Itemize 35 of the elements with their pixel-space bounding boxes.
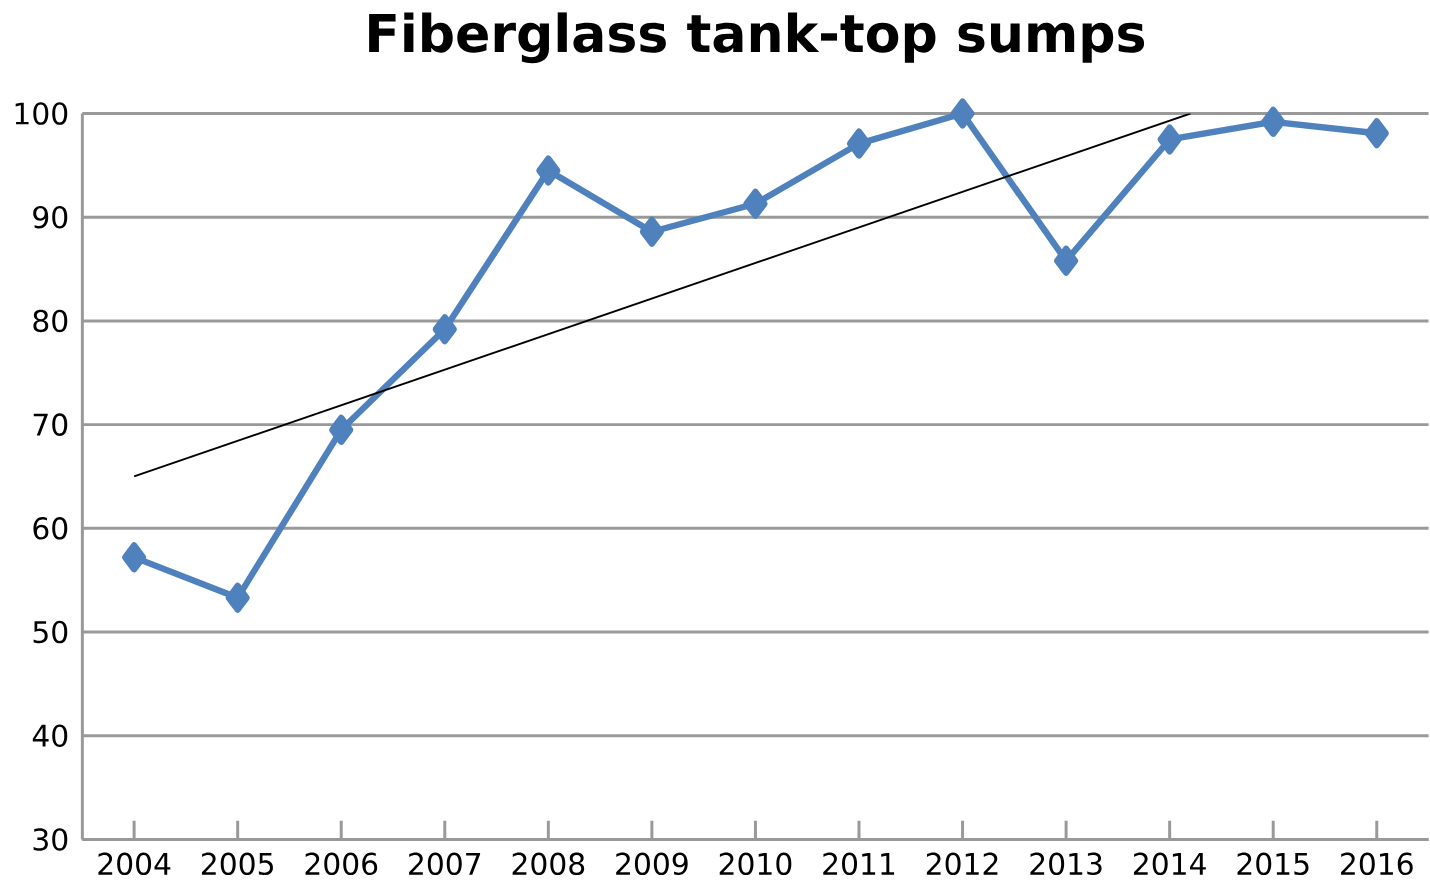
y-tick-label: 90 <box>33 205 68 229</box>
point <box>1261 106 1286 137</box>
y-tick-label: 40 <box>32 724 68 747</box>
y-tick-label: 100 <box>15 102 68 125</box>
y-tick-label: 30 <box>33 827 68 851</box>
x-tick-label: 2006 <box>305 852 378 875</box>
x-tick-label: 2013 <box>1030 852 1102 875</box>
y-tick-label: 50 <box>33 620 68 644</box>
point <box>225 582 250 613</box>
x-tick-label: 2007 <box>409 852 481 875</box>
x-tick-label: 2010 <box>719 852 792 875</box>
point <box>432 313 457 345</box>
point <box>743 188 768 219</box>
point <box>122 542 147 573</box>
y-tick-label: 80 <box>33 309 68 332</box>
x-tick-label: 2008 <box>512 852 585 875</box>
point <box>1364 117 1389 149</box>
point <box>639 216 664 247</box>
point <box>1054 245 1079 276</box>
y-tick-label: 70 <box>33 413 68 436</box>
y-tick-label: 60 <box>33 516 68 540</box>
chart-title: Fiberglass tank-top sumps <box>369 12 1145 63</box>
x-tick-label: 2016 <box>1341 852 1413 875</box>
point <box>1157 124 1182 155</box>
x-tick-label: 2009 <box>616 852 688 875</box>
x-tick-label: 2014 <box>1133 852 1206 875</box>
x-tick-label: 2012 <box>926 852 998 875</box>
x-tick-label: 2015 <box>1237 852 1309 875</box>
x-tick-label: 2011 <box>823 852 895 875</box>
point <box>329 414 354 445</box>
point <box>950 98 975 129</box>
point <box>846 128 872 159</box>
x-tick-label: 2004 <box>98 852 171 875</box>
point <box>536 155 561 186</box>
x-tick-label: 2005 <box>201 852 273 875</box>
